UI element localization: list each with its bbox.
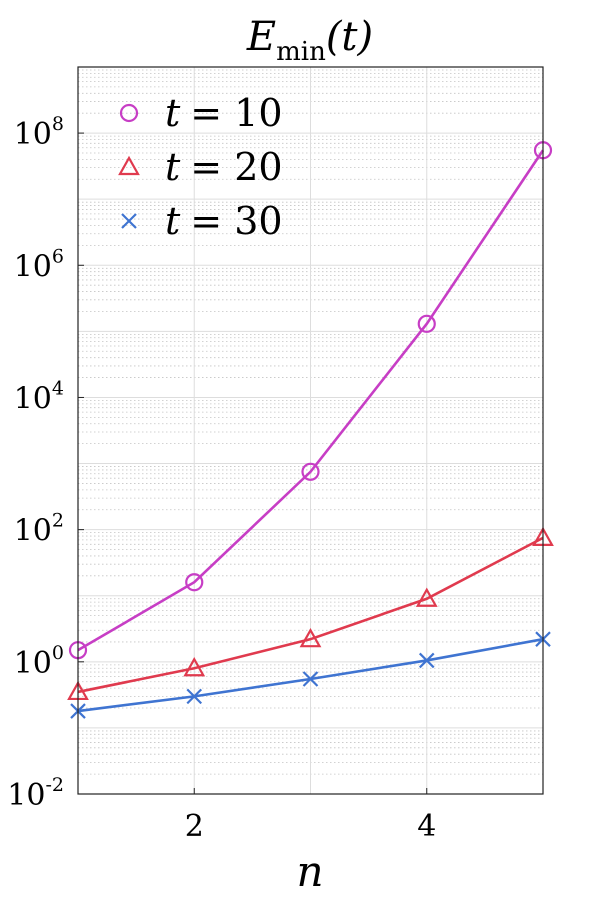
data-point-circle [119,103,139,123]
y-tick-exponent: 4 [52,377,64,399]
y-tick-label: 104 [14,377,64,416]
y-tick-exponent: 0 [52,642,64,664]
legend-entry: t = 20 [118,145,283,189]
y-tick-base: 10 [14,646,52,681]
chart-title: Emin(t) [246,14,373,67]
data-point-circle [185,573,204,592]
y-tick-base: 10 [14,381,52,416]
chart-title-sub: min [276,37,326,67]
legend-value: = 20 [190,145,282,189]
y-tick-base: 10 [14,117,52,152]
legend-label: t = 10 [165,91,283,135]
y-tick-base: 10 [7,778,45,813]
legend-var: t [165,91,181,135]
data-point-triangle [183,656,206,677]
y-tick-exponent: -2 [45,774,64,796]
series-line [77,149,545,652]
plot-frame [77,66,544,795]
legend-label: t = 30 [165,199,283,243]
y-tick-exponent: 8 [52,113,64,135]
series-line [77,536,544,694]
major-grid [77,66,544,795]
legend-entry: t = 10 [119,91,283,135]
chart-title-arg: (t) [326,14,373,60]
data-point-cross [121,213,137,229]
legend-var: t [165,199,181,243]
y-tick-exponent: 6 [52,245,64,267]
legend-value: = 30 [190,199,282,243]
data-point-triangle [415,587,438,607]
y-tick-base: 10 [14,514,52,549]
data-point-cross [186,688,203,705]
legend: t = 10t = 20t = 30 [118,91,283,243]
legend-var: t [165,145,181,189]
legend-label: t = 20 [165,145,283,189]
data-point-circle [301,462,320,481]
data-point-triangle [118,155,140,176]
chart-title-base: E [246,14,276,60]
x-tick-label: 4 [417,809,436,844]
y-tick-label: 100 [14,642,64,681]
y-tick-label: 108 [14,113,64,152]
data-point-circle [417,314,436,333]
y-tick-label: 10-2 [7,774,64,813]
series-layer [67,141,554,719]
y-tick-base: 10 [14,249,52,284]
legend-value: = 10 [190,91,282,135]
data-point-cross [418,652,435,669]
data-point-triangle [299,627,322,648]
y-tick-exponent: 2 [52,510,64,532]
data-point-cross [302,671,319,687]
x-axis-label: n [296,847,323,896]
legend-entry: t = 30 [121,199,283,243]
x-tick-label: 2 [185,809,204,844]
y-tick-label: 106 [14,245,64,284]
y-tick-label: 102 [14,510,64,549]
